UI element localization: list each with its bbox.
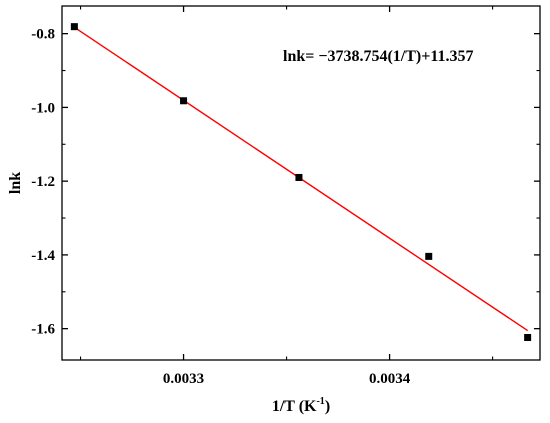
y-tick-label: -1.6 bbox=[31, 322, 55, 338]
fit-equation: lnk= −3738.754(1/T)+11.357 bbox=[283, 48, 473, 65]
data-point bbox=[70, 23, 78, 31]
y-axis-ticks: -0.8 -1.0 -1.2 -1.4 -1.6 bbox=[31, 27, 540, 338]
x-axis-title-close: ) bbox=[325, 398, 330, 415]
plot-frame bbox=[61, 5, 541, 361]
y-tick-label: -0.8 bbox=[31, 27, 55, 43]
y-tick-label: -1.0 bbox=[31, 100, 55, 116]
x-axis-title-main: 1/T (K bbox=[272, 398, 317, 415]
data-point bbox=[180, 97, 188, 105]
x-tick-label: 0.0034 bbox=[369, 371, 411, 387]
data-point bbox=[425, 252, 433, 260]
data-point bbox=[295, 173, 303, 181]
y-tick-label: -1.2 bbox=[31, 174, 55, 190]
x-tick-label: 0.0033 bbox=[163, 371, 204, 387]
x-axis-title-exponent: -1 bbox=[316, 396, 324, 407]
data-point bbox=[524, 334, 532, 342]
x-axis-ticks: 0.0033 0.0034 bbox=[79, 6, 494, 387]
x-axis-title: 1/T (K-1) bbox=[272, 396, 330, 415]
data-points bbox=[70, 23, 532, 342]
y-axis-title: lnk bbox=[7, 172, 24, 194]
y-tick-label: -1.4 bbox=[31, 248, 55, 264]
